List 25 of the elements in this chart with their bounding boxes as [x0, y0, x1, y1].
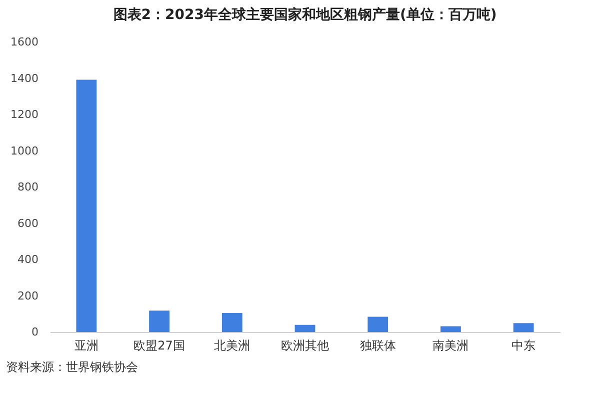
bar — [294, 324, 316, 332]
y-tick-label: 600 — [18, 216, 38, 230]
bar — [368, 316, 388, 332]
bar — [440, 326, 461, 332]
y-tick-label: 1200 — [10, 108, 38, 121]
x-tick-label: 亚洲 — [74, 338, 98, 352]
x-tick-label: 北美洲 — [214, 338, 250, 352]
y-tick-label: 1600 — [10, 36, 38, 48]
x-tick-label: 欧盟27国 — [134, 338, 185, 352]
bar — [76, 80, 97, 332]
y-tick-label: 800 — [18, 180, 38, 194]
y-tick-label: 200 — [18, 289, 38, 302]
chart-title: 图表2：2023年全球主要国家和地区粗钢产量(单位：百万吨) — [113, 6, 497, 23]
y-tick-label: 1400 — [10, 72, 38, 85]
x-tick-label: 独联体 — [360, 338, 396, 352]
bar — [222, 312, 242, 332]
bar — [149, 310, 170, 332]
y-tick-label: 400 — [18, 253, 38, 266]
x-tick-label: 欧洲其他 — [281, 338, 329, 352]
x-tick-label: 南美洲 — [432, 338, 469, 352]
text: 资料来源：世界钢铁协会 — [5, 359, 139, 376]
y-tick-label: 1000 — [10, 144, 38, 158]
x-tick-label: 中东 — [512, 338, 536, 352]
y-tick-label: 0 — [32, 326, 38, 338]
bar — [513, 323, 534, 332]
